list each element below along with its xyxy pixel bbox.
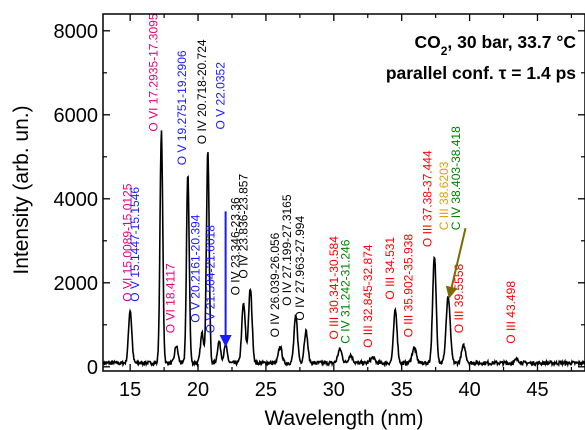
peak-annotation: O III 35.902-35.938: [402, 234, 416, 338]
peak-annotation: O VI 18.4117: [163, 263, 177, 333]
y-tick-label: 6000: [54, 105, 99, 127]
y-tick-label: 8000: [54, 21, 99, 43]
peak-annotation: O VI 17.2935-17.3095: [146, 13, 160, 131]
x-tick-label: 40: [458, 379, 480, 401]
peak-annotation: C IV 38.403-38.418: [449, 126, 463, 230]
chart-title-line1: CO2, 30 bar, 33.7 °C: [414, 32, 576, 58]
x-tick-label: 35: [391, 379, 413, 401]
spectrum-series-line: [103, 130, 585, 368]
peak-annotation: C IV 31.242-31.246: [338, 239, 352, 343]
y-tick-label: 2000: [54, 273, 99, 295]
axes-frame: 15 20 25 30 35 40 45 0 2000 4000 6000 8000: [54, 13, 585, 401]
peak-annotation: O III 43.498: [504, 281, 518, 344]
peak-annotation: O IV 26.039-26.056: [268, 232, 282, 337]
peak-annotation: O IV 20.718-20.724: [195, 39, 209, 144]
y-axis-label: Intensity (arb. un.): [10, 105, 33, 274]
peak-annotation: O V 21.504-21.6018: [203, 225, 217, 333]
peak-annotation: O VI 15.0089-15.0125: [121, 183, 135, 301]
peak-annotation: C III 38.6203: [437, 161, 451, 230]
x-tick-label: 25: [255, 379, 277, 401]
x-tick-label: 15: [119, 379, 141, 401]
peak-annotation: O III 30.341-30.584: [327, 236, 341, 340]
peak-annotation: O V 22.0352: [214, 62, 228, 130]
x-tick-label: 30: [323, 379, 345, 401]
y-tick-label: 4000: [54, 189, 99, 211]
peak-annotation: O III 37.38-37.444: [421, 150, 435, 247]
peak-annotation: O III 39.5558: [452, 263, 466, 333]
peak-annotation: O V 15.1447-15.1546: [128, 187, 142, 302]
peak-annotation: O III 32.845-32.874: [361, 244, 375, 348]
plot-frame: [102, 13, 585, 372]
peak-annotation: O III 34.531: [383, 237, 397, 300]
x-tick-label: 45: [526, 379, 548, 401]
peak-annotation: O IV 27.199-27.3165: [280, 194, 294, 306]
peak-annotation: O IV 23.836-23.857: [237, 174, 251, 279]
peak-annotation: O V 19.2751-19.2906: [175, 50, 189, 165]
x-axis-label: Wavelength (nm): [264, 407, 423, 430]
y-tick-label: 0: [87, 357, 98, 379]
chart-title-line2: parallel conf. τ = 1.4 ps: [386, 63, 576, 83]
peak-annotation: O IV 23.346-23.36: [229, 197, 243, 295]
peak-annotation: O V 20.2161-20.394: [188, 214, 202, 322]
peak-annotation: O IV 27.963-27.994: [293, 216, 307, 321]
annotation-arrow: [445, 227, 467, 299]
x-tick-label: 20: [187, 379, 209, 401]
